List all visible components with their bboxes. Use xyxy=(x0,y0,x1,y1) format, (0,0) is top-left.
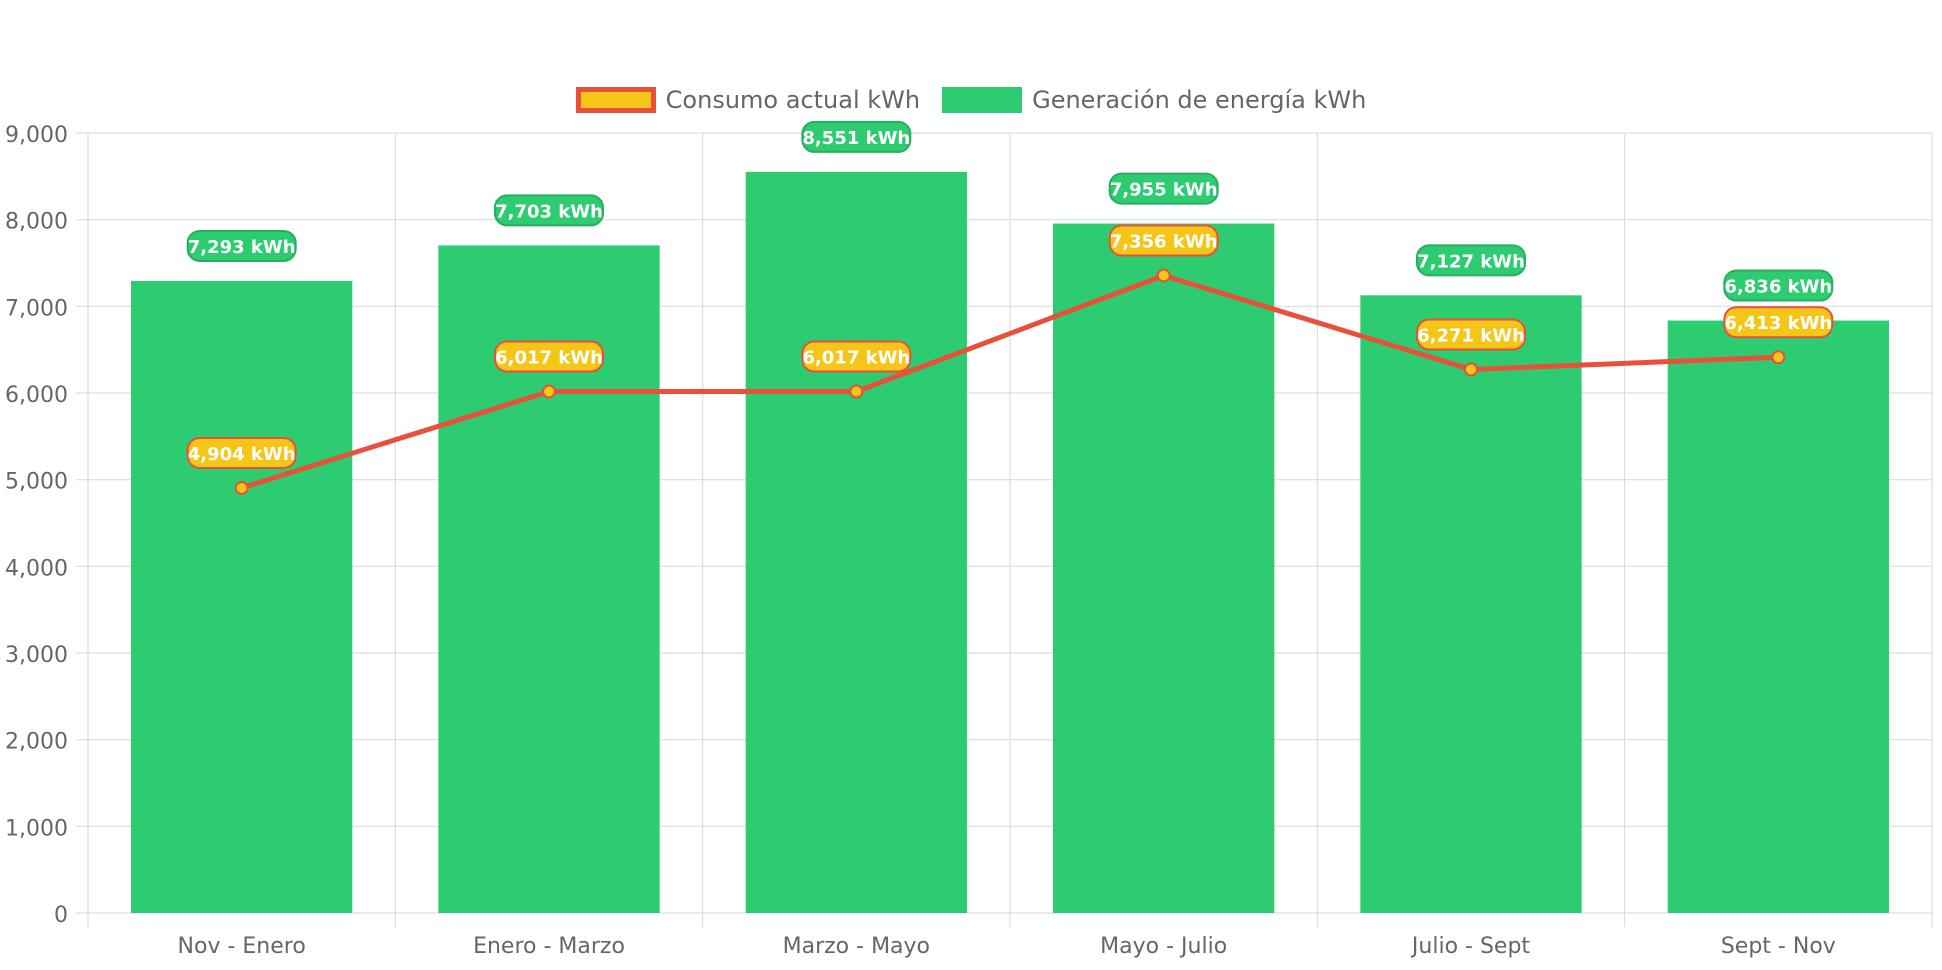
line-series xyxy=(234,268,1786,495)
bar-value-label-text: 7,127 kWh xyxy=(1417,251,1525,272)
bar-value-label-bg xyxy=(801,120,912,153)
line-value-label: 6,017 kWh xyxy=(494,340,604,373)
line-value-label-text: 6,017 kWh xyxy=(495,348,603,369)
y-tick-label: 8,000 xyxy=(5,210,68,235)
line-value-label: 6,413 kWh xyxy=(1723,306,1834,339)
x-tick-label: Enero - Marzo xyxy=(473,934,625,959)
line-value-label-bg xyxy=(1108,224,1219,257)
line-value-label: 4,904 kWh xyxy=(186,436,297,469)
line-value-label-bg xyxy=(1416,318,1526,351)
bar-value-label-bg xyxy=(1108,172,1219,205)
bar-value-label: 7,127 kWh xyxy=(1416,244,1526,277)
y-tick-label: 9,000 xyxy=(5,123,68,148)
y-tick-label: 3,000 xyxy=(5,643,68,668)
bar-value-label: 7,955 kWh xyxy=(1108,172,1219,205)
bar xyxy=(131,280,353,913)
bar xyxy=(1360,295,1582,913)
line-value-label-text: 6,271 kWh xyxy=(1417,326,1525,347)
grid xyxy=(76,132,1933,927)
line-value-label: 6,017 kWh xyxy=(801,340,912,373)
legend-label-generacion: Generación de energía kWh xyxy=(1032,86,1367,114)
bar xyxy=(1667,320,1889,914)
y-axis: 0 1,000 2,000 3,000 4,000 5,000 6,000 7,000 8,00… xyxy=(5,123,68,928)
bar-value-label: 7,293 kWh xyxy=(186,229,297,262)
y-tick-label: 4,000 xyxy=(5,556,68,581)
line-point xyxy=(1771,350,1786,365)
x-tick-label: Nov - Enero xyxy=(178,934,306,959)
y-tick-label: 2,000 xyxy=(5,730,68,755)
line-value-label-text: 6,017 kWh xyxy=(802,348,910,369)
line-swatch-icon xyxy=(575,87,656,113)
line-point xyxy=(1464,362,1478,377)
chart-legend: Consumo actual kWh Generación de energía… xyxy=(0,82,1942,118)
y-tick-label: 5,000 xyxy=(5,470,68,495)
legend-label-consumo: Consumo actual kWh xyxy=(665,86,921,114)
line-value-label-text: 6,413 kWh xyxy=(1724,313,1832,334)
line-point xyxy=(234,480,249,495)
bar xyxy=(745,171,967,913)
y-tick-label: 6,000 xyxy=(5,383,68,408)
bar-value-label-text: 8,551 kWh xyxy=(802,128,910,149)
line-point xyxy=(1156,268,1171,283)
line-value-label-text: 7,356 kWh xyxy=(1110,231,1218,252)
x-tick-label: Sept - Nov xyxy=(1721,934,1836,959)
legend-item-consumo[interactable]: Consumo actual kWh xyxy=(575,86,921,114)
line-value-label-bg xyxy=(494,340,604,373)
bar-value-label-text: 7,703 kWh xyxy=(495,201,603,222)
x-tick-label: Marzo - Mayo xyxy=(783,934,930,959)
line-value-label-bg xyxy=(1723,306,1834,339)
bar-value-label-text: 6,836 kWh xyxy=(1724,277,1832,298)
line-value-label: 6,271 kWh xyxy=(1416,318,1526,351)
bar-value-label-bg xyxy=(1416,244,1526,277)
bar-value-label: 8,551 kWh xyxy=(801,120,912,153)
x-tick-label: Julio - Sept xyxy=(1410,934,1531,959)
x-axis: Nov - Enero Enero - Marzo Marzo - Mayo Mayo… xyxy=(178,934,1836,959)
bar-series xyxy=(131,171,1889,914)
bar xyxy=(1053,223,1275,914)
bar-value-label: 7,703 kWh xyxy=(494,194,604,227)
line-value-label-bg xyxy=(186,436,297,469)
bar-value-label-bg xyxy=(1723,269,1834,302)
bar-value-label-text: 7,955 kWh xyxy=(1110,180,1218,201)
data-labels: 7,293 kWh 7,703 kWh 8,551 kWh 7,955 kWh 7,12… xyxy=(186,120,1834,469)
bar-value-label: 6,836 kWh xyxy=(1723,269,1834,302)
line-value-label: 7,356 kWh xyxy=(1108,224,1219,257)
bar-value-label-text: 7,293 kWh xyxy=(188,237,296,258)
y-tick-label: 0 xyxy=(54,903,68,928)
y-tick-label: 1,000 xyxy=(5,816,68,841)
consumo-line xyxy=(240,272,1779,491)
bar-value-label-bg xyxy=(494,194,604,227)
legend-item-generacion[interactable]: Generación de energía kWh xyxy=(942,86,1366,114)
y-tick-label: 7,000 xyxy=(5,296,68,321)
line-value-label-bg xyxy=(801,340,912,373)
line-value-label-text: 4,904 kWh xyxy=(188,444,296,465)
x-tick-label: Mayo - Julio xyxy=(1100,934,1227,959)
line-point xyxy=(542,384,556,399)
bar-value-label-bg xyxy=(186,229,297,262)
bar-swatch-icon xyxy=(942,87,1023,113)
line-point xyxy=(849,384,864,399)
